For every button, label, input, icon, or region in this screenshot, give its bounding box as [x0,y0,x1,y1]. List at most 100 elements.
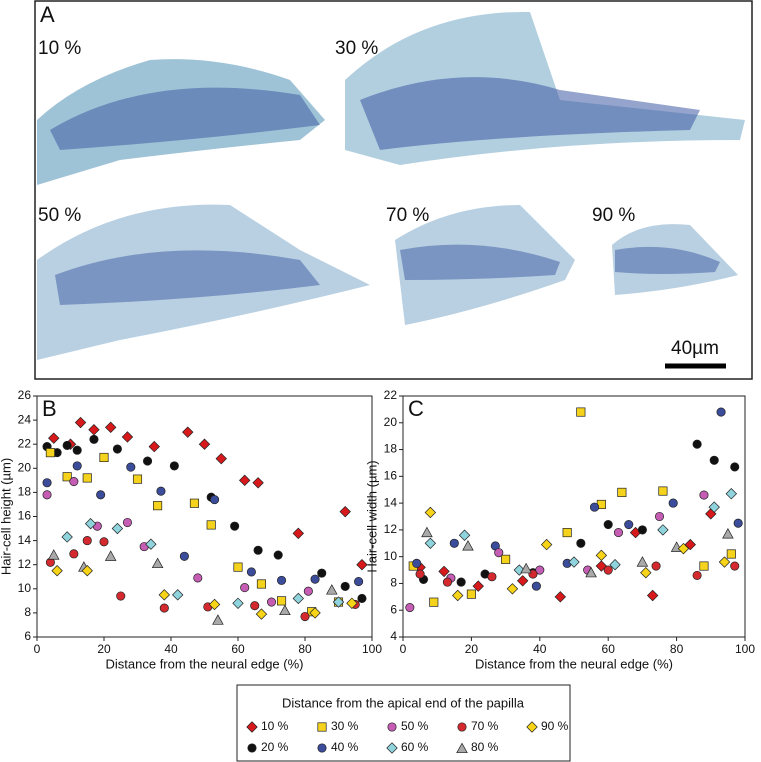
point [309,607,321,619]
point [88,424,100,436]
legend-label: 80 % [471,740,499,754]
point [718,556,731,568]
point [637,525,647,535]
y-tick-label: 16 [18,509,32,523]
point [179,551,189,561]
y-tick-label: 8 [24,605,31,619]
point [277,596,287,606]
point [346,597,358,609]
point [603,565,613,575]
point [122,517,132,528]
point [452,589,464,602]
point [387,722,397,732]
point [487,572,497,582]
point [386,742,398,754]
point [424,506,437,519]
tissue [400,244,560,280]
point [247,743,257,753]
point [317,568,327,578]
point [159,603,169,613]
point [256,579,266,589]
point [692,439,702,449]
y-tick-label: 26 [18,388,32,402]
y-tick-label: 4 [390,629,397,643]
point [42,490,52,500]
y-tick-label: 14 [384,495,398,509]
point [72,461,82,471]
x-tick-label: 80 [298,642,312,656]
point [651,561,661,571]
section-label: 30 % [335,38,378,59]
point [457,722,467,732]
point [82,473,92,483]
point [326,584,338,595]
point [99,452,109,463]
legend-title: Distance from the apical end of the papi… [282,695,525,710]
point [456,577,466,587]
x-tick-label: 20 [97,642,111,656]
point [233,562,243,572]
point [158,589,170,601]
point [654,511,665,522]
point [339,505,351,518]
y-tick-label: 22 [384,388,398,402]
legend-label: 40 % [331,740,359,754]
tissue [50,87,320,150]
point [116,591,126,601]
panel-a: A 10 % 30 % 50 % 70 % 90 % 40µm [34,0,753,380]
point [81,565,93,577]
point [576,407,586,417]
point [421,526,433,538]
scale-bar-label: 40µm [671,338,719,359]
point [595,549,608,562]
x-tick-label: 20 [465,642,479,656]
point [356,559,368,571]
y-tick-label: 20 [18,460,32,474]
point [252,477,264,489]
point [310,574,320,584]
y-tick-label: 10 [384,549,398,563]
point [143,456,153,466]
point [692,570,702,580]
point [239,474,251,487]
point [172,589,184,601]
point [354,577,364,587]
point [48,432,60,444]
point [240,583,250,593]
point [105,421,117,434]
x-axis-label: Distance from the neural edge (%) [106,656,304,671]
point [722,527,734,539]
panel-label: B [42,396,57,421]
point [193,573,203,583]
point [47,549,60,560]
section-label: 90 % [592,205,635,226]
point [300,611,310,622]
point [472,580,484,592]
section-label: 50 % [38,205,81,226]
tissue [360,77,700,150]
point [303,586,313,596]
y-tick-label: 16 [384,469,398,483]
x-tick-label: 0 [34,642,41,656]
point [266,597,277,607]
point [657,524,669,536]
point [198,438,211,450]
point [646,589,659,602]
point [132,474,143,484]
legend-label: 30 % [331,719,359,733]
y-tick-label: 18 [384,442,398,456]
point [104,550,117,561]
point [279,604,291,616]
point [589,502,600,512]
point [230,521,240,531]
x-tick-label: 100 [362,642,382,656]
point [677,542,690,555]
point [255,608,268,620]
point [82,536,92,546]
label-bg [36,35,90,61]
point [246,567,256,577]
legend: Distance from the apical end of the papi… [236,684,571,762]
point [111,522,124,535]
point [276,575,287,585]
point [726,549,736,559]
